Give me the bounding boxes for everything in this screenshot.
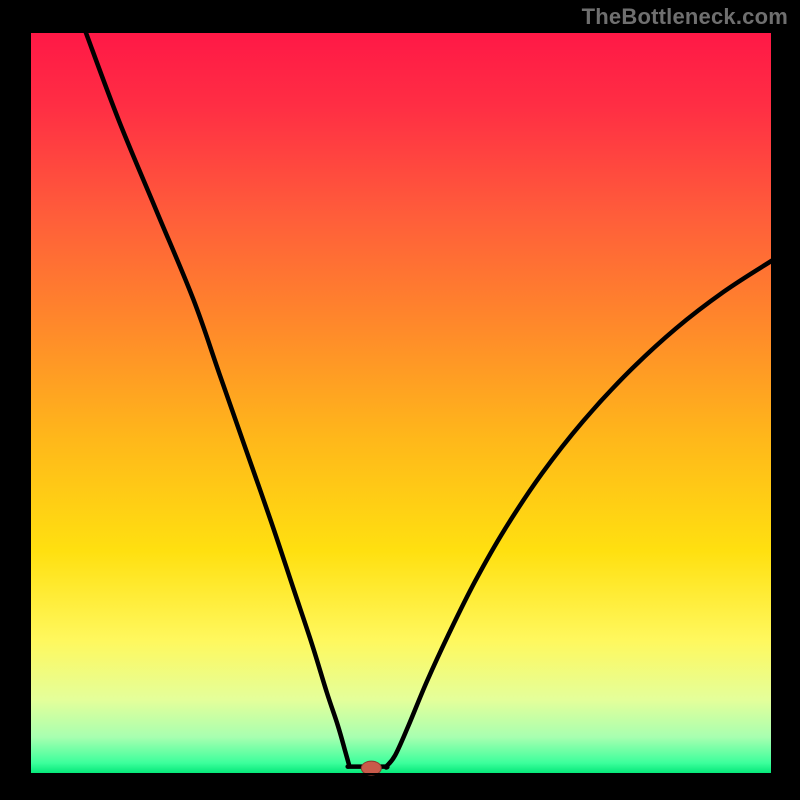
optimal-marker: [361, 761, 381, 775]
chart-container: TheBottleneck.com: [0, 0, 800, 800]
bottleneck-chart: [0, 0, 800, 800]
plot-background: [30, 32, 772, 774]
